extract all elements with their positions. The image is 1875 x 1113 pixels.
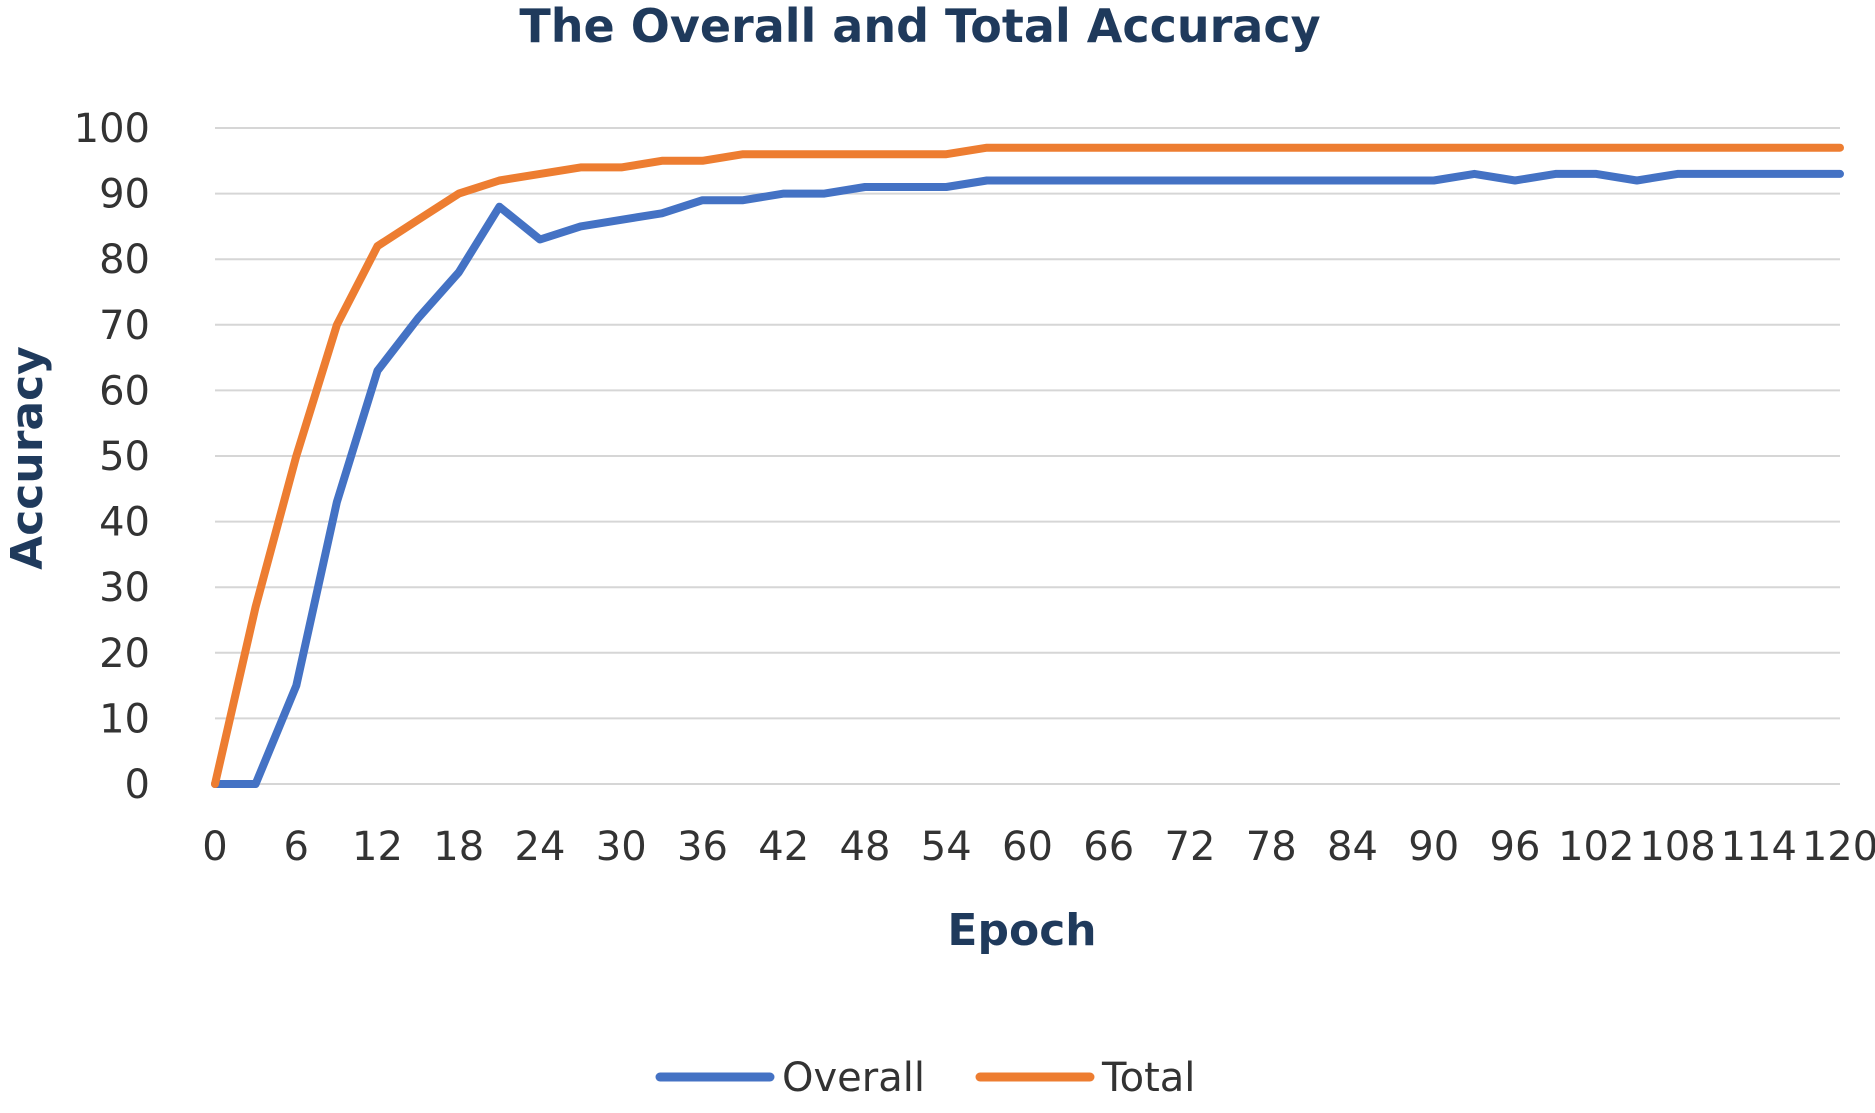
y-tick-label: 70 [99,303,150,349]
x-tick-label: 42 [758,824,809,870]
x-tick-label: 120 [1802,824,1875,870]
y-axis-title: Accuracy [2,346,53,570]
legend-label-total: Total [1101,1055,1195,1101]
legend: Overall Total [655,1055,1195,1101]
y-tick-label: 0 [125,762,150,808]
series-line-overall [211,169,1844,788]
x-tick-label: 54 [921,824,972,870]
x-tick-label: 48 [840,824,891,870]
x-tick-label: 96 [1490,824,1541,870]
y-tick-label: 10 [99,696,150,742]
x-tick-label: 78 [1246,824,1297,870]
y-tick-label: 20 [99,631,150,677]
legend-label-overall: Overall [782,1055,925,1101]
y-tick-label: 80 [99,237,150,283]
x-axis-title: Epoch [947,905,1096,956]
x-tick-label: 36 [677,824,728,870]
x-tick-label: 60 [1002,824,1053,870]
y-tick-label: 40 [99,500,150,546]
x-tick-label: 24 [515,824,566,870]
y-tick-label: 60 [99,368,150,414]
y-tick-label: 90 [99,172,150,218]
x-tick-label: 84 [1327,824,1378,870]
series-lines [211,143,1844,788]
grid-lines [215,127,1840,785]
y-tick-label: 100 [74,106,150,152]
x-tick-label: 114 [1721,824,1797,870]
x-tick-label: 18 [433,824,484,870]
series-line-total [211,143,1844,788]
x-axis-ticks: 0 6 12 18 24 30 36 42 48 54 60 66 72 78 84 90 96 102 108 11… [202,824,1875,870]
x-tick-label: 12 [352,824,403,870]
x-tick-label: 6 [284,824,309,870]
y-tick-label: 50 [99,434,150,480]
x-tick-label: 0 [202,824,227,870]
x-tick-label: 108 [1639,824,1715,870]
chart-title: The Overall and Total Accuracy [519,0,1320,53]
x-tick-label: 30 [596,824,647,870]
y-axis-ticks: 0 10 20 30 40 50 60 70 80 90 100 [74,106,150,808]
x-tick-label: 90 [1408,824,1459,870]
y-tick-label: 30 [99,565,150,611]
x-tick-label: 72 [1165,824,1216,870]
x-tick-label: 102 [1558,824,1634,870]
x-tick-label: 66 [1083,824,1134,870]
